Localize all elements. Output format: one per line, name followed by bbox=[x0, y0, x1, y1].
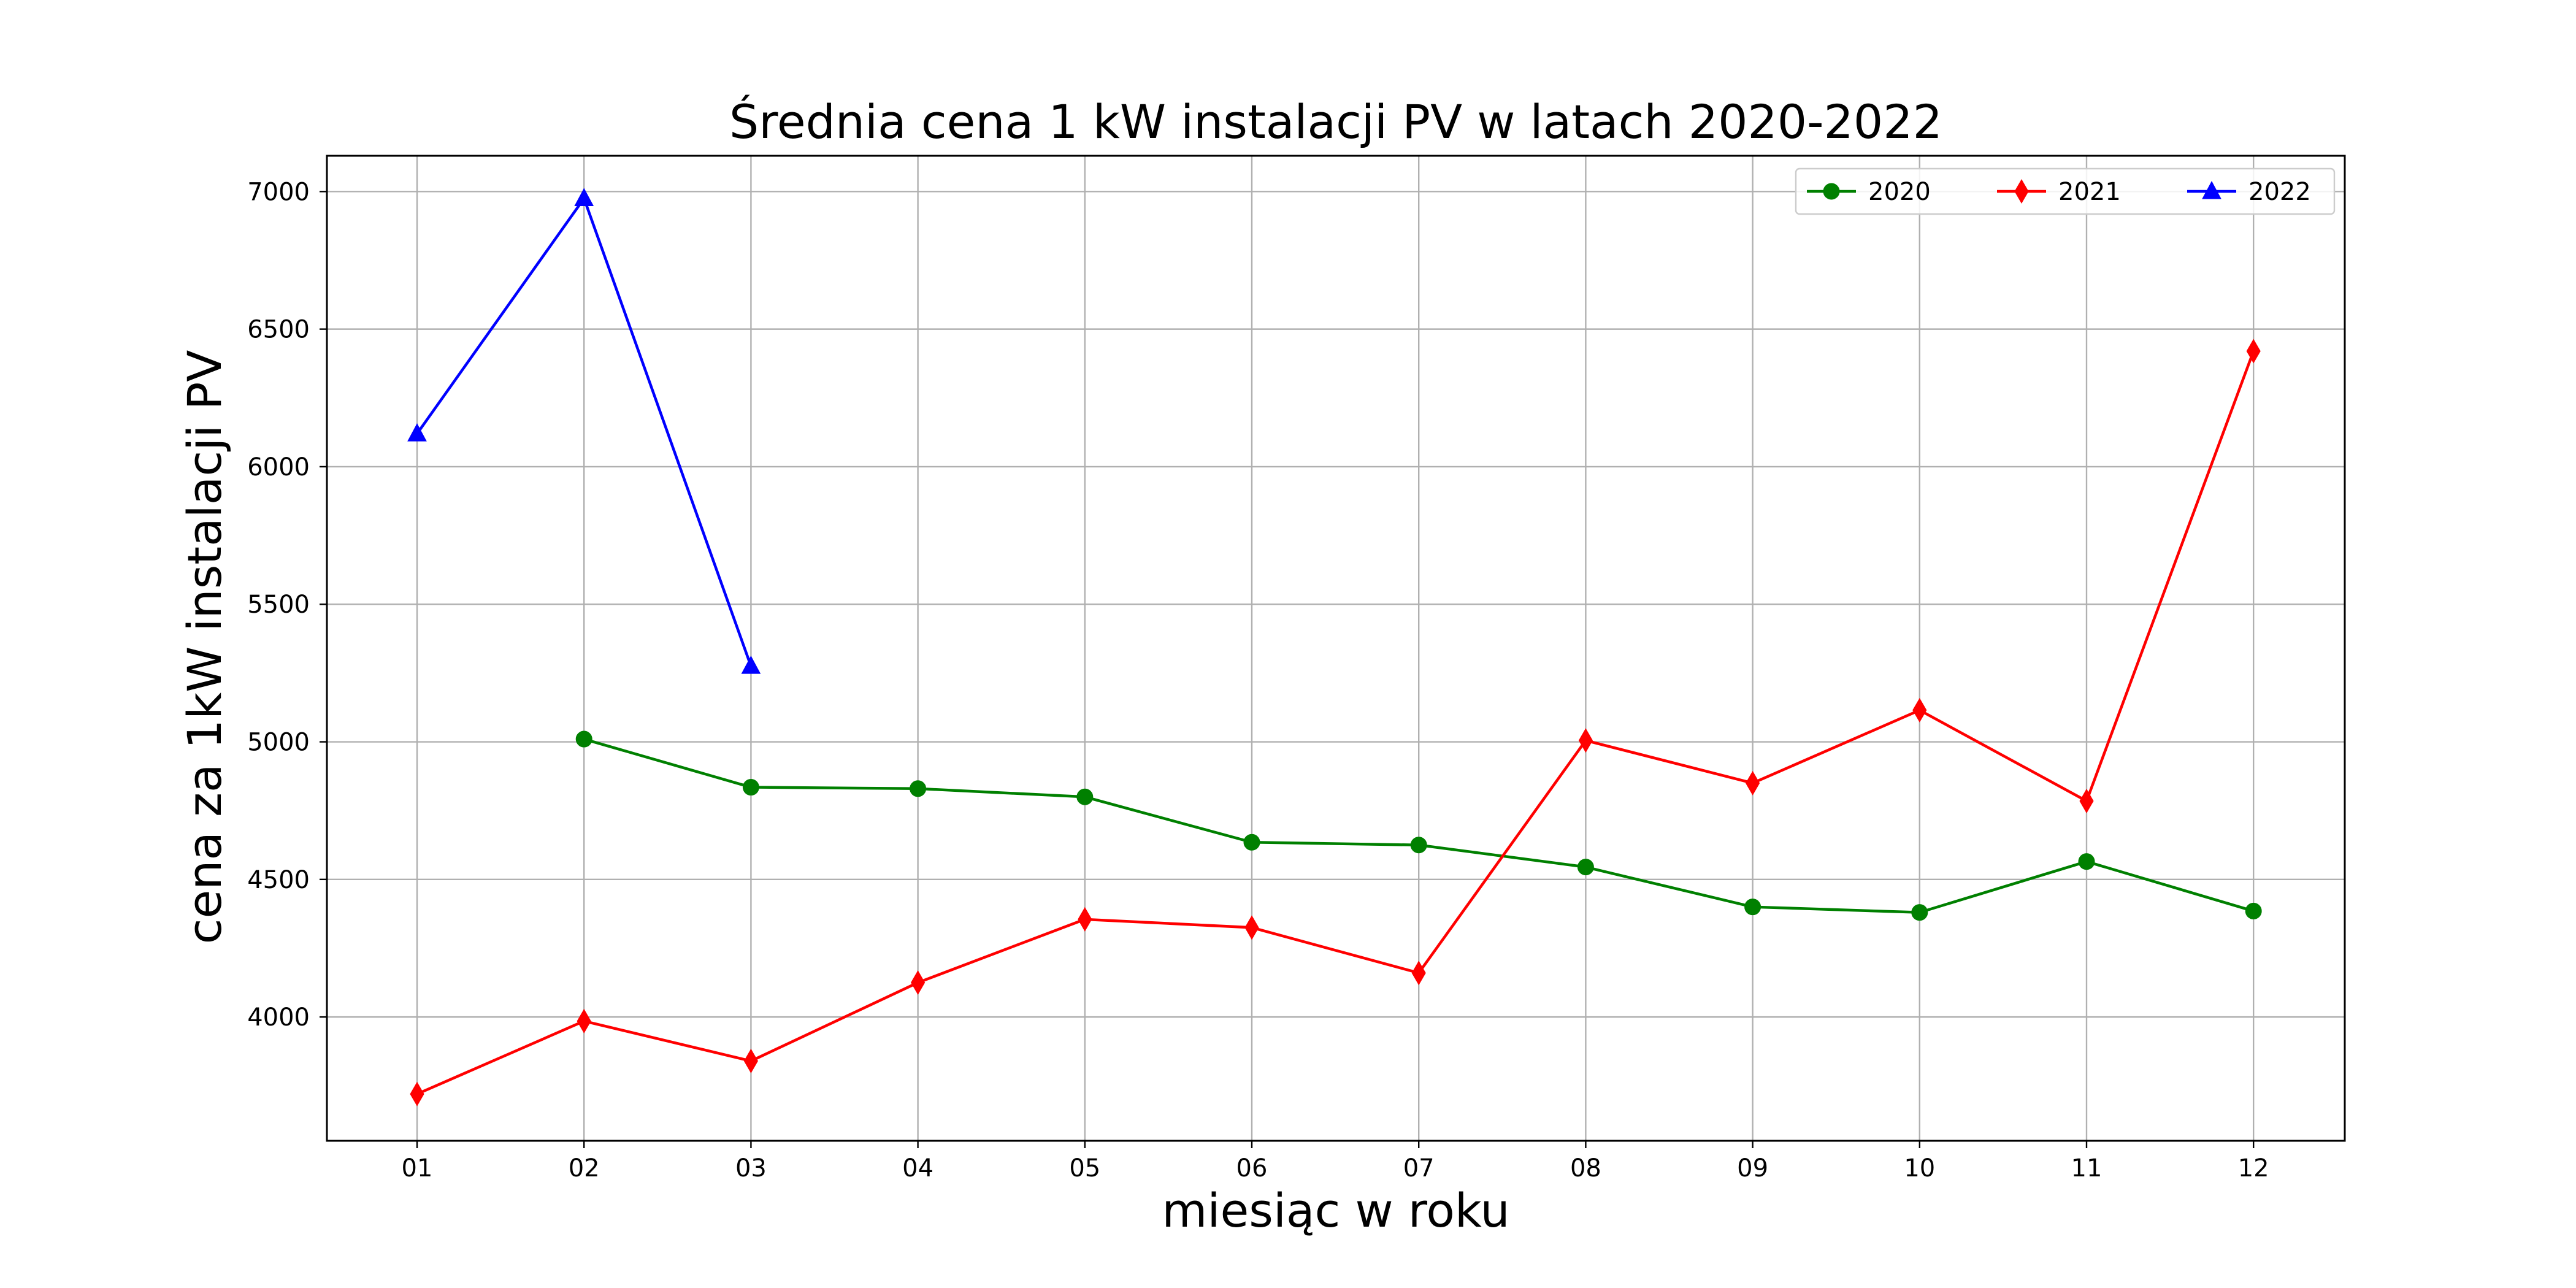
data-point-2021 bbox=[1411, 960, 1426, 986]
y-tick-label: 4000 bbox=[247, 1003, 310, 1032]
legend: 2020 2021 2022 bbox=[1795, 167, 2336, 215]
series-line-2021 bbox=[416, 350, 2255, 1095]
data-point-2022 bbox=[407, 423, 427, 442]
data-point-2020 bbox=[2245, 902, 2262, 919]
legend-item-2020: 2020 bbox=[1807, 178, 1931, 206]
data-point-2020 bbox=[1076, 788, 1094, 805]
legend-swatch-marker bbox=[2014, 179, 2029, 204]
legend-swatch-marker bbox=[2202, 180, 2221, 199]
x-tick-label: 02 bbox=[569, 1154, 600, 1183]
data-point-2021 bbox=[2246, 339, 2261, 364]
x-tick-label: 12 bbox=[2238, 1154, 2269, 1183]
legend-label: 2022 bbox=[2248, 178, 2311, 206]
data-point-2020 bbox=[742, 779, 759, 796]
data-point-2021 bbox=[1746, 770, 1760, 795]
data-point-2020 bbox=[1577, 859, 1594, 876]
x-tick-label: 05 bbox=[1069, 1154, 1100, 1183]
x-axis-label: miesiąc w roku bbox=[1162, 1183, 1509, 1238]
chart-title: Średnia cena 1 kW instalacji PV w latach… bbox=[729, 94, 1942, 149]
plot-area bbox=[326, 155, 2346, 1142]
plot-frame bbox=[326, 155, 2346, 1142]
data-point-2021 bbox=[743, 1048, 758, 1073]
data-point-2020 bbox=[910, 780, 927, 797]
grid-lines bbox=[327, 156, 2345, 1141]
x-tick-label: 04 bbox=[902, 1154, 933, 1183]
legend-item-2022: 2022 bbox=[2187, 178, 2311, 206]
x-tick-label: 01 bbox=[402, 1154, 433, 1183]
data-point-2021 bbox=[1244, 915, 1259, 940]
y-tick-label: 5500 bbox=[247, 591, 310, 619]
y-tick-label: 6000 bbox=[247, 453, 310, 481]
data-point-2021 bbox=[577, 1008, 591, 1033]
data-point-2020 bbox=[1410, 837, 1427, 854]
data-point-2022 bbox=[741, 656, 761, 674]
data-point-2020 bbox=[575, 730, 592, 748]
legend-label: 2020 bbox=[1868, 178, 1931, 206]
data-point-2020 bbox=[2078, 853, 2095, 870]
x-tick-label: 10 bbox=[1904, 1154, 1935, 1183]
y-axis-label: cena za 1kW instalacji PV bbox=[177, 350, 232, 945]
x-tick-label: 08 bbox=[1570, 1154, 1601, 1183]
data-point-2021 bbox=[911, 970, 926, 995]
data-point-2021 bbox=[410, 1081, 424, 1106]
legend-swatch-marker bbox=[1823, 183, 1840, 200]
data-point-2020 bbox=[1911, 904, 1928, 921]
legend-label: 2021 bbox=[2058, 178, 2121, 206]
series-2022 bbox=[407, 188, 761, 674]
x-tick-label: 03 bbox=[735, 1154, 767, 1183]
data-point-2020 bbox=[1744, 899, 1761, 916]
legend-item-2021: 2021 bbox=[1997, 178, 2121, 206]
x-tick-label: 11 bbox=[2071, 1154, 2103, 1183]
x-tick-label: 07 bbox=[1403, 1154, 1435, 1183]
y-tick-label: 7000 bbox=[247, 178, 310, 206]
series-2020 bbox=[575, 730, 2262, 921]
x-tick-label: 06 bbox=[1236, 1154, 1268, 1183]
data-point-2021 bbox=[1578, 728, 1593, 753]
legend-box bbox=[1795, 167, 2336, 215]
x-tick-label: 09 bbox=[1737, 1154, 1768, 1183]
data-point-2022 bbox=[574, 188, 594, 207]
data-point-2021 bbox=[2079, 788, 2094, 813]
axis-ticks: 01 02 03 04 05 06 07 08 09 10 11 12 4000 4500 5000 5500… bbox=[247, 178, 2269, 1183]
data-point-2021 bbox=[1912, 697, 1927, 723]
y-tick-label: 4500 bbox=[247, 866, 310, 894]
y-tick-label: 5000 bbox=[247, 729, 310, 757]
data-point-2021 bbox=[1078, 907, 1092, 932]
y-tick-label: 6500 bbox=[247, 316, 310, 344]
series-2021 bbox=[410, 339, 2261, 1106]
data-point-2020 bbox=[1243, 834, 1260, 851]
